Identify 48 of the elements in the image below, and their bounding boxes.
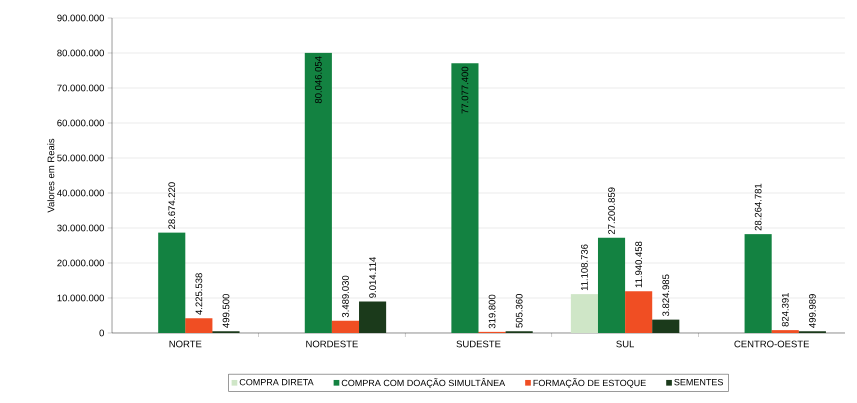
data-label: 80.046.054 xyxy=(314,56,322,104)
data-label: 499.989 xyxy=(809,294,816,328)
bar xyxy=(359,301,386,333)
y-tick-label: 10.000.000 xyxy=(58,294,104,302)
bar xyxy=(570,294,598,333)
y-tick-label: 80.000.000 xyxy=(57,50,104,56)
x-tick-label: CENTRO-OESTE xyxy=(734,340,810,348)
bar xyxy=(744,234,772,333)
data-label: 319.800 xyxy=(488,294,496,328)
data-label: 27.200.859 xyxy=(608,188,615,234)
x-tick-label: SUL xyxy=(616,340,634,348)
data-label: 77.077.400 xyxy=(462,66,468,114)
data-label: 11.108.736 xyxy=(581,244,588,290)
y-tick-label: 70.000.000 xyxy=(57,84,104,92)
x-tick-label: NORDESTE xyxy=(306,340,358,348)
data-label: 9.014.114 xyxy=(369,256,376,298)
data-label: 824.391 xyxy=(782,293,789,326)
y-tick-label: 90.000.000 xyxy=(57,14,104,22)
data-label: 4.225.538 xyxy=(196,273,202,315)
bar xyxy=(772,330,799,333)
legend-label: SEMENTES xyxy=(674,378,723,386)
bar xyxy=(158,232,186,333)
data-label: 3.489.030 xyxy=(342,276,349,318)
bar xyxy=(625,291,652,333)
bar xyxy=(304,52,332,333)
bar xyxy=(185,318,212,333)
legend-label: FORMAÇÃO DE ESTOQUE xyxy=(534,378,646,388)
data-label: 28.674.220 xyxy=(168,182,176,229)
y-tick-label: 60.000.000 xyxy=(57,120,104,126)
y-tick-label: 20.000.000 xyxy=(57,260,104,266)
bar xyxy=(332,320,360,333)
x-tick-label: SUDESTE xyxy=(456,340,501,348)
data-label: 499.500 xyxy=(222,294,230,328)
legend-label: COMPRA DIRETA xyxy=(240,378,314,386)
data-label: 28.264.781 xyxy=(754,184,762,230)
legend-label: COMPRA COM DOAÇÃO SIMULTÂNEA xyxy=(342,378,506,388)
y-tick-label: 30.000.000 xyxy=(57,224,104,232)
bar xyxy=(598,238,626,333)
x-tick-label: NORTE xyxy=(170,340,202,348)
y-axis-title: Valores em Reais xyxy=(47,138,54,213)
bar xyxy=(451,63,478,333)
data-label: 3.824.985 xyxy=(662,274,670,316)
data-label: 11.940.458 xyxy=(635,242,642,288)
y-tick-label: 50.000.000 xyxy=(57,154,104,162)
y-tick-label: 0 xyxy=(99,330,104,336)
data-label: 505.360 xyxy=(516,294,523,328)
y-tick-label: 40.000.000 xyxy=(57,190,104,196)
bar xyxy=(652,320,680,333)
